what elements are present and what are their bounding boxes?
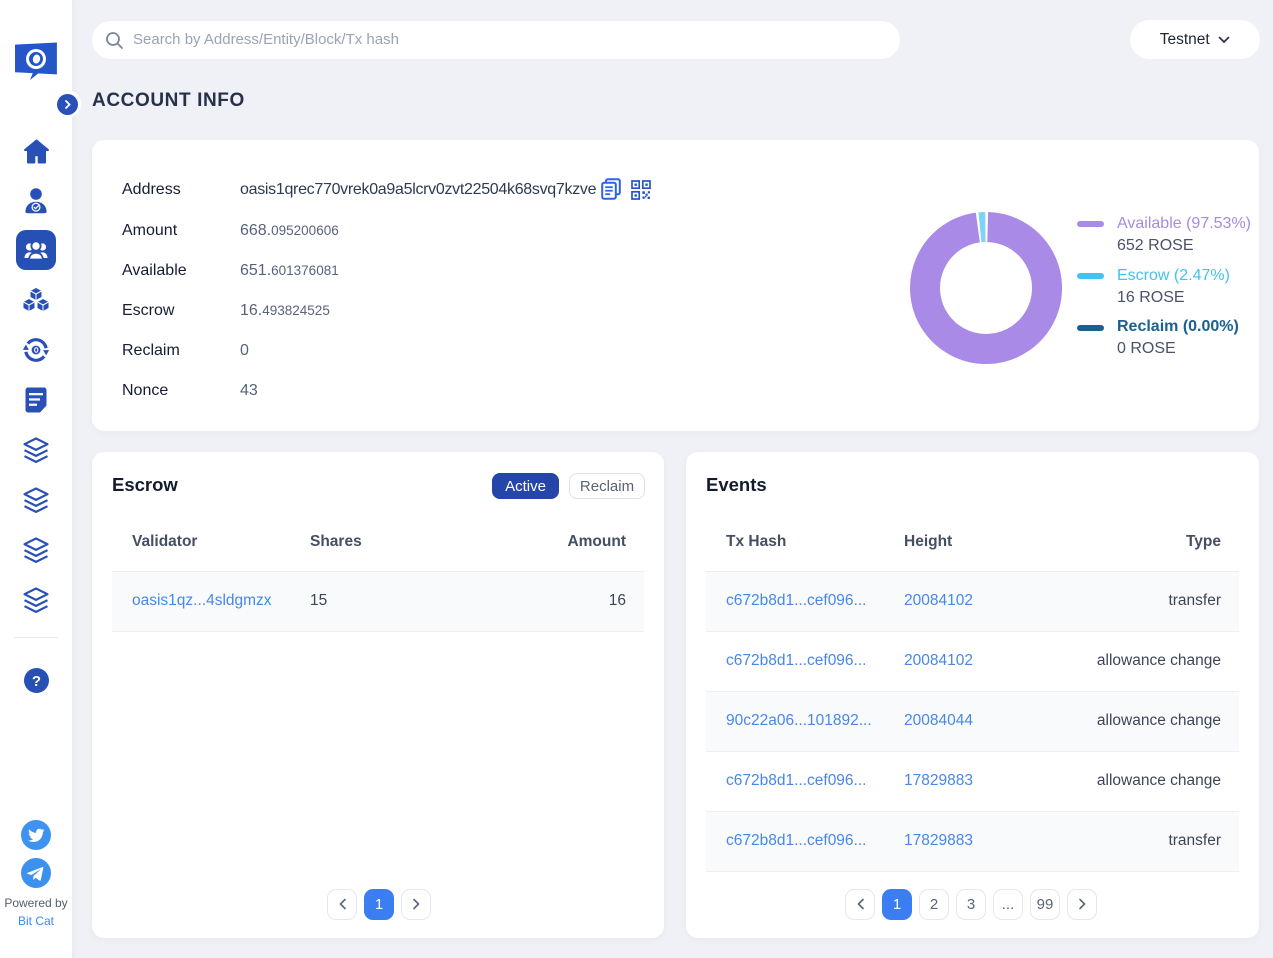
svg-text:?: ?: [31, 673, 40, 690]
